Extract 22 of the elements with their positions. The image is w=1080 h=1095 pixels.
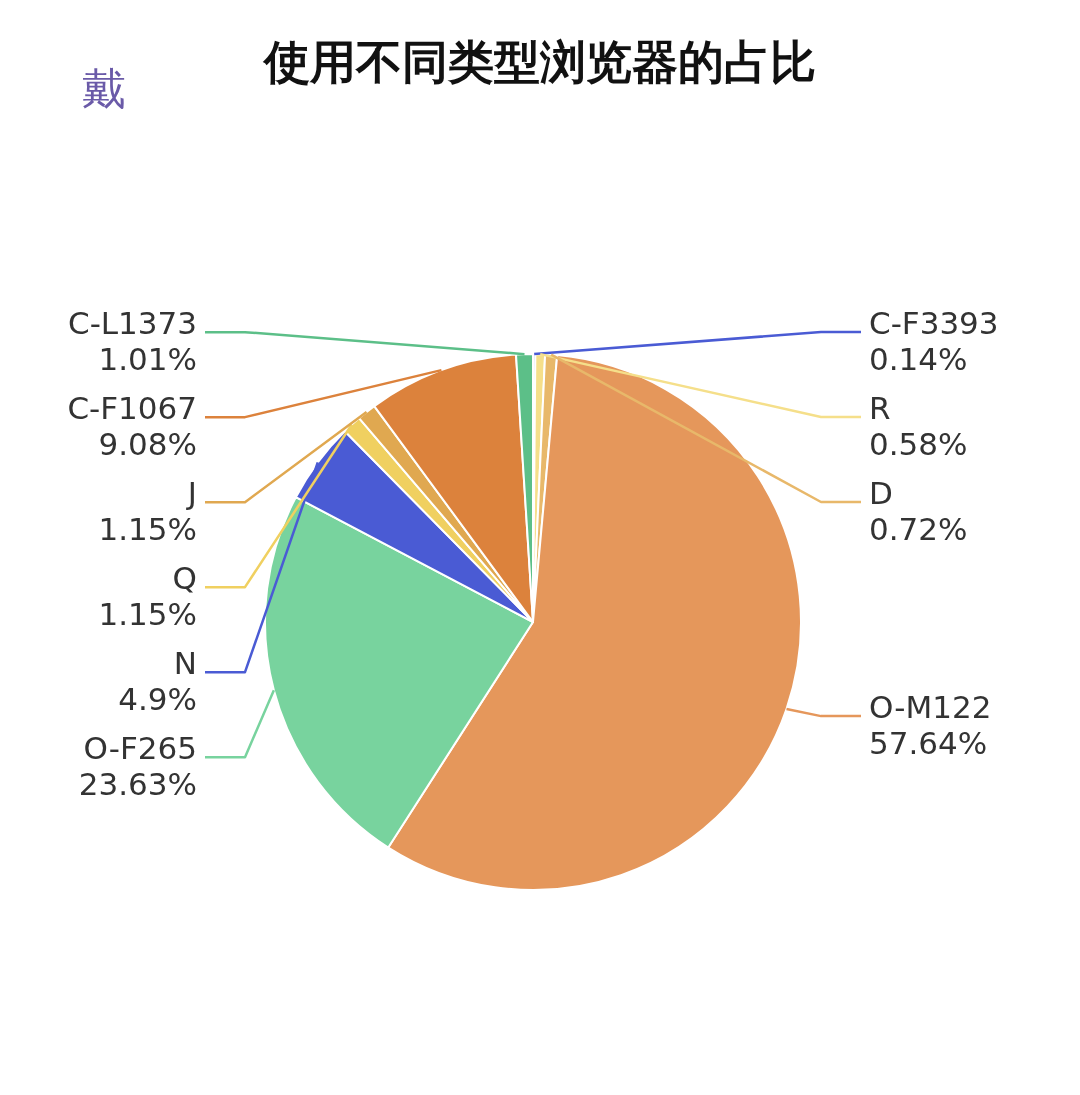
- slice-label: D: [869, 475, 893, 511]
- data-label: 4.9%: [118, 681, 197, 718]
- data-label: 0.72%: [869, 511, 968, 547]
- slice-label: O-M122: [869, 689, 992, 726]
- data-label: 1.15%: [98, 596, 197, 633]
- data-label: 9.08%: [98, 426, 197, 463]
- text: 戴: [82, 63, 126, 114]
- data-label: 0.14%: [869, 341, 968, 377]
- slice-label: O-F265: [83, 730, 197, 767]
- slice-label: C-F1067: [67, 390, 197, 427]
- slice-label: C-F3393: [869, 305, 999, 341]
- data-label: 0.58%: [869, 426, 968, 462]
- slice-label: R: [869, 390, 891, 426]
- chart-title: 使用不同类型浏览器的占比: [262, 35, 816, 89]
- slice-label: Q: [172, 560, 197, 597]
- slice-label: N: [173, 645, 197, 682]
- data-label: 57.64%: [869, 725, 988, 762]
- data-label: 1.15%: [98, 511, 197, 548]
- data-label: 23.63%: [78, 766, 197, 803]
- slice-label: C-L1373: [68, 305, 197, 342]
- data-label: 1.01%: [98, 341, 197, 378]
- slice-label: J: [185, 475, 197, 512]
